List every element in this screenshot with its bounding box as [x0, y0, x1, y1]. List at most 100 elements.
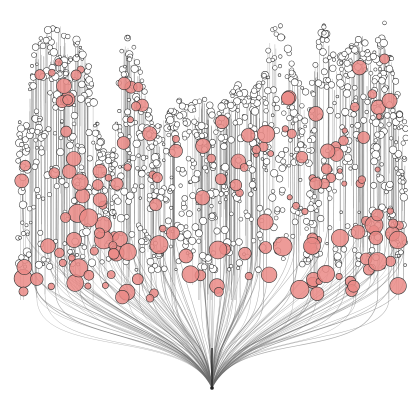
plain-node — [221, 184, 227, 189]
highlight-node — [107, 248, 120, 260]
plain-node — [235, 259, 243, 267]
highlight-node — [292, 202, 300, 210]
plain-node — [389, 112, 397, 120]
plain-node — [279, 186, 286, 194]
stem-line — [244, 128, 246, 236]
plain-node — [58, 135, 64, 141]
plain-node — [294, 146, 300, 153]
highlight-node — [117, 76, 131, 91]
highlight-node — [181, 265, 200, 284]
highlight-node — [374, 166, 381, 173]
plain-node — [227, 267, 232, 272]
plain-node — [162, 196, 169, 203]
plain-node — [365, 49, 370, 54]
plain-node — [144, 238, 148, 242]
highlight-node — [213, 286, 224, 297]
edge-curve — [36, 297, 213, 389]
plain-node — [283, 147, 289, 153]
highlight-node — [331, 229, 349, 247]
plain-node — [272, 65, 278, 71]
plain-node — [202, 165, 208, 171]
highlight-node — [389, 277, 407, 295]
plain-node — [175, 166, 182, 172]
plain-node — [29, 220, 33, 225]
plain-node — [247, 123, 253, 129]
highlight-node — [273, 236, 293, 257]
highlight-node — [347, 280, 360, 293]
plain-node — [147, 266, 156, 274]
plain-node — [277, 64, 283, 69]
plain-node — [223, 191, 229, 196]
plain-node — [31, 52, 37, 58]
plain-node — [241, 99, 247, 105]
stem-line — [291, 70, 294, 297]
plain-node — [224, 172, 229, 176]
plain-node — [149, 184, 155, 190]
plain-node — [357, 210, 361, 214]
highlight-node — [19, 160, 31, 172]
plain-node — [37, 229, 44, 236]
highlight-node — [60, 212, 71, 223]
highlight-node — [281, 125, 289, 133]
plain-node — [42, 36, 50, 44]
plain-node — [135, 166, 140, 171]
plain-node — [355, 260, 362, 267]
plain-node — [112, 123, 120, 131]
plain-node — [131, 44, 137, 50]
stem-line — [208, 119, 211, 218]
plain-node — [370, 115, 376, 121]
highlight-node — [142, 126, 158, 142]
plain-node — [138, 196, 142, 200]
plain-node — [220, 142, 228, 150]
plain-node — [306, 147, 312, 153]
plain-node — [306, 190, 314, 198]
plain-node — [95, 122, 100, 126]
plain-node — [146, 192, 153, 199]
plain-node — [352, 163, 359, 170]
highlight-node — [60, 125, 72, 138]
highlight-node — [66, 232, 82, 248]
plain-node — [119, 48, 124, 54]
highlight-node — [244, 272, 253, 281]
plain-node — [204, 169, 209, 174]
highlight-node — [62, 94, 73, 106]
plain-node — [169, 244, 173, 249]
plain-node — [326, 106, 334, 115]
plain-node — [114, 197, 122, 205]
plain-node — [349, 45, 354, 49]
plain-node — [35, 62, 39, 66]
highlight-node — [116, 136, 131, 150]
highlight-node — [251, 145, 261, 155]
highlight-node — [350, 224, 366, 240]
highlight-node — [256, 125, 275, 144]
plain-node — [290, 233, 296, 239]
plain-node — [278, 164, 286, 172]
highlight-node — [168, 143, 183, 158]
plain-node — [195, 229, 203, 238]
plain-node — [18, 236, 22, 240]
highlight-node — [337, 168, 343, 174]
highlight-node — [320, 163, 332, 175]
plain-node — [371, 78, 378, 85]
plain-node — [283, 44, 292, 53]
plain-node — [168, 188, 172, 192]
plain-node — [336, 79, 345, 88]
plain-node — [78, 80, 86, 89]
plain-node — [52, 131, 58, 136]
plain-node — [276, 175, 284, 183]
plain-node — [109, 152, 116, 159]
plain-node — [182, 135, 188, 141]
plain-node — [191, 223, 200, 231]
plain-node — [112, 215, 117, 219]
plain-node — [264, 168, 269, 173]
plain-node — [88, 81, 95, 87]
edge-curve — [211, 267, 329, 389]
plain-node — [398, 124, 404, 130]
highlight-node — [165, 226, 180, 240]
plain-node — [374, 131, 381, 138]
stem-line — [201, 97, 203, 233]
plain-node — [361, 39, 369, 47]
plain-node — [230, 240, 237, 247]
plain-node — [58, 178, 66, 185]
plain-node — [288, 138, 293, 143]
